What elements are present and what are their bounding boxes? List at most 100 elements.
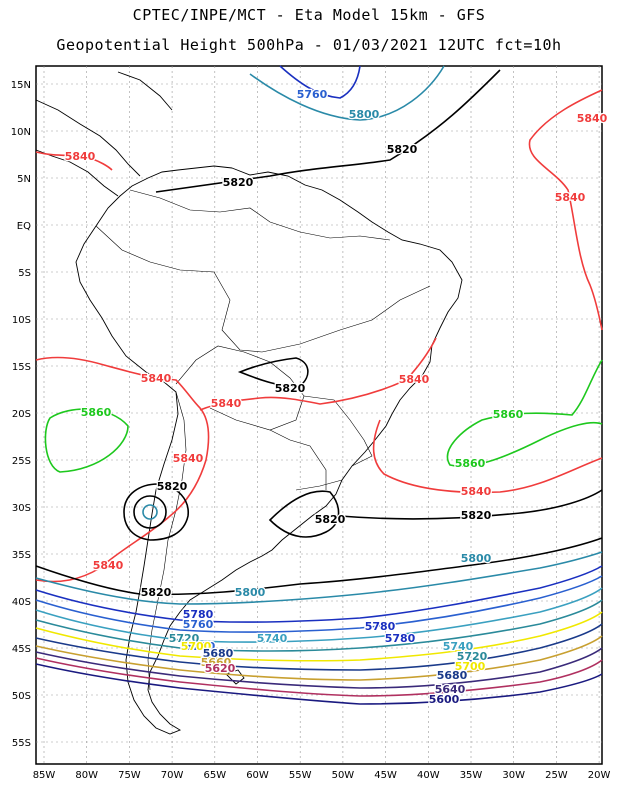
contour-label-c5820-low: 5820 [157, 480, 188, 493]
contour-label-c5780-b: 5780 [365, 620, 396, 633]
lat-tick-label: 55S [12, 738, 31, 749]
lon-tick-label: 55W [289, 770, 312, 781]
contour-5840-brazil [199, 337, 437, 411]
border-uruguay [295, 479, 343, 491]
lon-tick-label: 85W [33, 770, 56, 781]
contour-label-c5860-west: 5860 [81, 406, 112, 419]
lat-tick-label: EQ [17, 221, 31, 232]
contour-5820-north [155, 69, 501, 193]
lon-tick-label: 45W [374, 770, 397, 781]
contour-low-center [142, 504, 158, 520]
contour-5840-atlantic [372, 419, 603, 494]
contour-label-c5820-uru: 5820 [315, 513, 346, 526]
lon-tick-label: 50W [332, 770, 355, 781]
contour-5720 [35, 599, 603, 652]
lon-tick-label: 65W [203, 770, 226, 781]
border-bolivia [175, 345, 305, 431]
lat-tick-label: 5S [18, 268, 31, 279]
lon-tick-label: 60W [246, 770, 269, 781]
contour-label-c5860-east1: 5860 [493, 408, 524, 421]
central-america-coast [35, 71, 173, 197]
contour-label-c5840-nw: 5840 [65, 150, 96, 163]
contour-label-c5600-a: 5600 [429, 693, 460, 706]
lon-tick-label: 75W [118, 770, 141, 781]
border-brazil-south [261, 285, 431, 467]
contour-label-c5840-chile: 5840 [173, 452, 204, 465]
contour-label-c5620-a: 5620 [205, 662, 236, 675]
contour-label-c5660-a: 5660 [201, 656, 232, 669]
contour-label-c5760-top: 5760 [297, 88, 328, 101]
contour-label-c5840-sw: 5840 [93, 559, 124, 572]
contour-label-c5840-ne: 5840 [577, 112, 608, 125]
lon-tick-label: 80W [75, 770, 98, 781]
border-north [129, 189, 391, 241]
lon-tick-label: 25W [545, 770, 568, 781]
contour-label-c5820-atl: 5820 [461, 509, 492, 522]
lat-tick-label: 10S [12, 315, 31, 326]
lat-tick-label: 30S [12, 503, 31, 514]
map-title-line1: CPTEC/INPE/MCT - Eta Model 15km - GFS [132, 6, 486, 24]
contour-label-c5820-s: 5820 [141, 586, 172, 599]
contour-low-ring [133, 495, 167, 529]
contour-5640 [35, 647, 603, 689]
lon-tick-label: 70W [161, 770, 184, 781]
contour-label-c5820-andes: 5820 [223, 176, 254, 189]
map-title-line2: Geopotential Height 500hPa - 01/03/2021 … [56, 36, 562, 54]
contour-label-c5840-brazil: 5840 [399, 373, 430, 386]
contour-label-c5840-atl: 5840 [461, 485, 492, 498]
contour-5780-south [35, 565, 603, 623]
contour-5860-west [44, 408, 129, 473]
border-peru-brazil [95, 225, 263, 353]
contour-label-c5780-a: 5780 [183, 608, 214, 621]
contour-5820-central [237, 357, 309, 388]
lat-tick-label: 25S [12, 456, 31, 467]
contour-5840-ne [528, 89, 603, 331]
contour-label-c5680-a: 5680 [203, 647, 234, 660]
axis-ticks: 15N 10N 5N EQ 5S 10S 15S 20S 25S 30S 35S 40S 45S 50S 5… [11, 80, 611, 781]
lat-tick-label: 40S [12, 597, 31, 608]
lat-tick-label: 15N [11, 80, 31, 91]
lon-tick-label: 20W [588, 770, 611, 781]
border-paraguay [269, 429, 327, 490]
contour-5800-south [35, 551, 603, 605]
contour-5620 [35, 657, 603, 697]
contour-5660 [35, 635, 603, 681]
lat-tick-label: 15S [12, 362, 31, 373]
contour-label-c5740-a: 5740 [257, 632, 288, 645]
contour-5740 [35, 587, 603, 643]
contour-label-c5700-a: 5700 [181, 640, 212, 653]
map-frame [35, 65, 603, 765]
lon-tick-label: 30W [502, 770, 525, 781]
border-argentina-chile [147, 391, 187, 691]
contour-5700 [35, 611, 603, 662]
contour-label-c5780-c: 5780 [385, 632, 416, 645]
country-borders [95, 189, 431, 691]
contour-5840-nw [35, 151, 113, 171]
contour-label-c5720-a: 5720 [169, 632, 200, 645]
contour-label-c5720-b: 5720 [457, 650, 488, 663]
contour-5820-east [268, 489, 603, 538]
contour-label-c5860-east2: 5860 [455, 457, 486, 470]
contour-label-c5800-atl: 5800 [461, 552, 492, 565]
contour-label-c5840-bol-e: 5840 [211, 397, 242, 410]
contours [35, 65, 603, 705]
contour-5840-andes [35, 356, 210, 583]
lat-tick-label: 20S [12, 409, 31, 420]
lon-tick-label: 35W [460, 770, 483, 781]
lat-tick-label: 50S [12, 691, 31, 702]
contour-5820-low [123, 483, 189, 541]
lat-tick-label: 10N [11, 127, 31, 138]
contour-label-c5640-a: 5640 [435, 683, 466, 696]
contour-label-c5800-s: 5800 [235, 586, 266, 599]
contour-label-c5840-bol-w: 5840 [141, 372, 172, 385]
contour-label-c5820-central: 5820 [275, 382, 306, 395]
contour-label-c5740-b: 5740 [443, 640, 474, 653]
contour-label-c5760-a: 5760 [183, 618, 214, 631]
lat-tick-label: 45S [12, 644, 31, 655]
contour-5680 [35, 623, 603, 671]
contour-5600 [35, 663, 603, 705]
contour-5800-top [249, 65, 445, 121]
contour-label-c5680-b: 5680 [437, 669, 468, 682]
contour-5820-south [35, 537, 603, 596]
